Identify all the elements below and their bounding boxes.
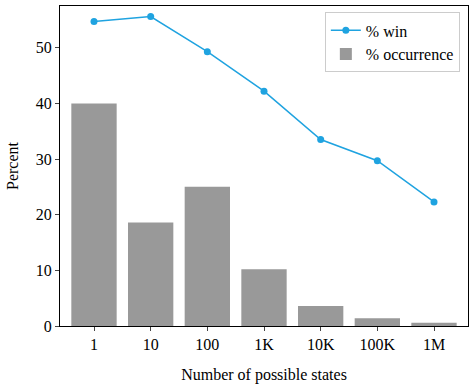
svg-text:% win: % win	[366, 23, 407, 40]
svg-text:100: 100	[195, 336, 219, 353]
svg-text:0: 0	[44, 318, 52, 335]
svg-text:10: 10	[143, 336, 159, 353]
svg-text:1M: 1M	[423, 336, 445, 353]
svg-text:50: 50	[36, 39, 52, 56]
svg-text:100K: 100K	[360, 336, 396, 353]
svg-text:1: 1	[90, 336, 98, 353]
svg-text:40: 40	[36, 95, 52, 112]
svg-text:Number of possible states: Number of possible states	[181, 366, 347, 384]
svg-text:20: 20	[36, 206, 52, 223]
svg-text:10: 10	[36, 262, 52, 279]
svg-text:1K: 1K	[254, 336, 274, 353]
svg-text:10K: 10K	[307, 336, 335, 353]
svg-text:Percent: Percent	[4, 141, 21, 190]
svg-text:30: 30	[36, 151, 52, 168]
svg-text:% occurrence: % occurrence	[366, 46, 454, 63]
